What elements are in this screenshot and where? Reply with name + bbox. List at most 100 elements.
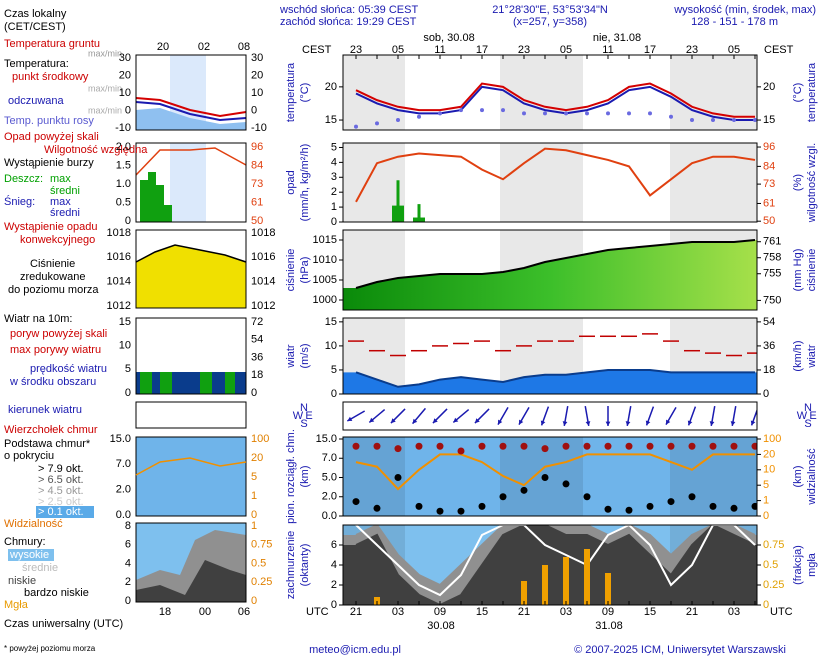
day-label: 31.08 <box>595 620 623 632</box>
panel-frame <box>342 54 758 131</box>
legend-text: Czas uniwersalny (UTC) <box>4 618 123 630</box>
legend-text: Temperatura gruntu <box>4 38 100 50</box>
y2-tick-label: 73 <box>763 178 775 190</box>
utc-tick-label: 09 <box>602 606 614 618</box>
arrow-head <box>605 421 611 426</box>
y-tick-label: 0 <box>331 599 337 611</box>
panel-marks <box>346 406 757 426</box>
arrow-head <box>519 419 524 425</box>
y-tick-label: 0.0 <box>322 510 337 522</box>
panel-background <box>343 55 757 130</box>
dot <box>751 502 757 510</box>
mini-panels <box>135 54 247 603</box>
cest-tick-label: 11 <box>434 44 445 56</box>
axis-label: widzialność <box>806 448 818 506</box>
mini-tick-label: 1.5 <box>116 159 131 171</box>
dot <box>753 118 757 123</box>
arrow-head <box>709 421 715 426</box>
bar <box>521 581 527 605</box>
dot <box>375 121 379 126</box>
mini-tick-label: 0 <box>125 215 131 227</box>
sunrise: wschód słońca: 05:39 CEST <box>279 4 418 16</box>
y-tick-label: 10 <box>325 340 337 352</box>
mini-tick-label: 0.5 <box>251 557 266 569</box>
legend-text: Podstawa chmur* <box>4 438 91 450</box>
panel-frame <box>342 524 758 606</box>
compass-letter: W <box>293 410 304 422</box>
y-tick-label: 5 <box>331 364 337 376</box>
legend-text: odczuwana <box>8 95 65 107</box>
panel-marks <box>352 442 757 515</box>
axis-label: wiatr <box>285 344 297 369</box>
cest-tick-label: 05 <box>728 44 740 56</box>
dot <box>667 442 675 450</box>
y-tick-label: 4 <box>331 156 337 168</box>
night-band <box>670 143 757 222</box>
y2-tick-label: 54 <box>763 316 775 328</box>
area <box>343 369 757 394</box>
day-label: nie, 31.08 <box>593 32 641 44</box>
axis-label: wilgotność wzgl. <box>806 143 818 223</box>
mini-tick-label: 2.0 <box>116 484 131 496</box>
legend-text: średni <box>50 185 80 197</box>
legend-text: wysokie <box>9 549 49 561</box>
dot <box>625 506 633 514</box>
dot <box>711 118 715 123</box>
panel-frame <box>342 317 758 395</box>
legend-highlight <box>36 506 94 518</box>
mini-tick-label: 1014 <box>107 276 131 288</box>
dot <box>730 442 738 450</box>
legend-text: do poziomu morza <box>8 284 99 296</box>
dot <box>564 111 568 116</box>
line <box>355 525 756 587</box>
area <box>343 525 757 605</box>
dot <box>396 118 400 123</box>
dot <box>646 442 654 450</box>
axis-label: ciśnienie <box>806 249 818 292</box>
dot <box>751 442 757 450</box>
line <box>355 239 756 289</box>
arrow-head <box>432 418 438 424</box>
bar <box>542 565 548 605</box>
mini-tick-label: 20 <box>251 452 263 464</box>
arrow-head <box>750 420 756 426</box>
axis-label: mgła <box>806 552 818 577</box>
dot <box>457 507 465 515</box>
y2-tick-label: 0.5 <box>763 559 778 571</box>
mini-tick-label: 10 <box>251 87 263 99</box>
y2-tick-label: 0.75 <box>763 539 784 551</box>
dot <box>583 442 591 450</box>
arrow-head <box>730 421 736 426</box>
mini-tick-label: 20 <box>251 69 263 81</box>
compass-letter: W <box>797 410 808 422</box>
y2-tick-label: 18 <box>763 364 775 376</box>
legend-text: Mgła <box>4 599 29 611</box>
y-tick-label: 1010 <box>313 254 337 266</box>
mini-tick-label: 1012 <box>251 300 275 312</box>
cest-tick-label: 23 <box>518 44 530 56</box>
legend-text: max/min <box>88 105 122 115</box>
panel-background <box>343 143 757 222</box>
utc-label: UTC <box>306 606 329 618</box>
dot <box>625 442 633 450</box>
dot <box>562 442 570 450</box>
line <box>355 147 756 203</box>
dot <box>499 493 507 501</box>
elevation: 128 - 151 - 178 m <box>691 16 778 28</box>
grid-point: (x=257, y=358) <box>513 16 587 28</box>
axis-label: (km/h) <box>792 340 804 371</box>
y-tick-label: 1000 <box>313 294 337 306</box>
axis-label: (oktanty) <box>299 544 311 587</box>
dot <box>459 108 463 113</box>
dot <box>373 504 381 512</box>
dot <box>585 111 589 116</box>
mini-tick-label: 8 <box>125 520 131 532</box>
y-tick-label: 1015 <box>313 234 337 246</box>
axis-label: (%) <box>792 174 804 191</box>
mini-tick-label: -10 <box>251 122 267 134</box>
y2-tick-label: 84 <box>763 160 775 172</box>
mini-time-label: 06 <box>238 606 250 618</box>
mini-tick-label: 36 <box>251 351 263 363</box>
axis-label: (hPa) <box>299 257 311 284</box>
footer-email: meteo@icm.edu.pl <box>309 644 401 656</box>
